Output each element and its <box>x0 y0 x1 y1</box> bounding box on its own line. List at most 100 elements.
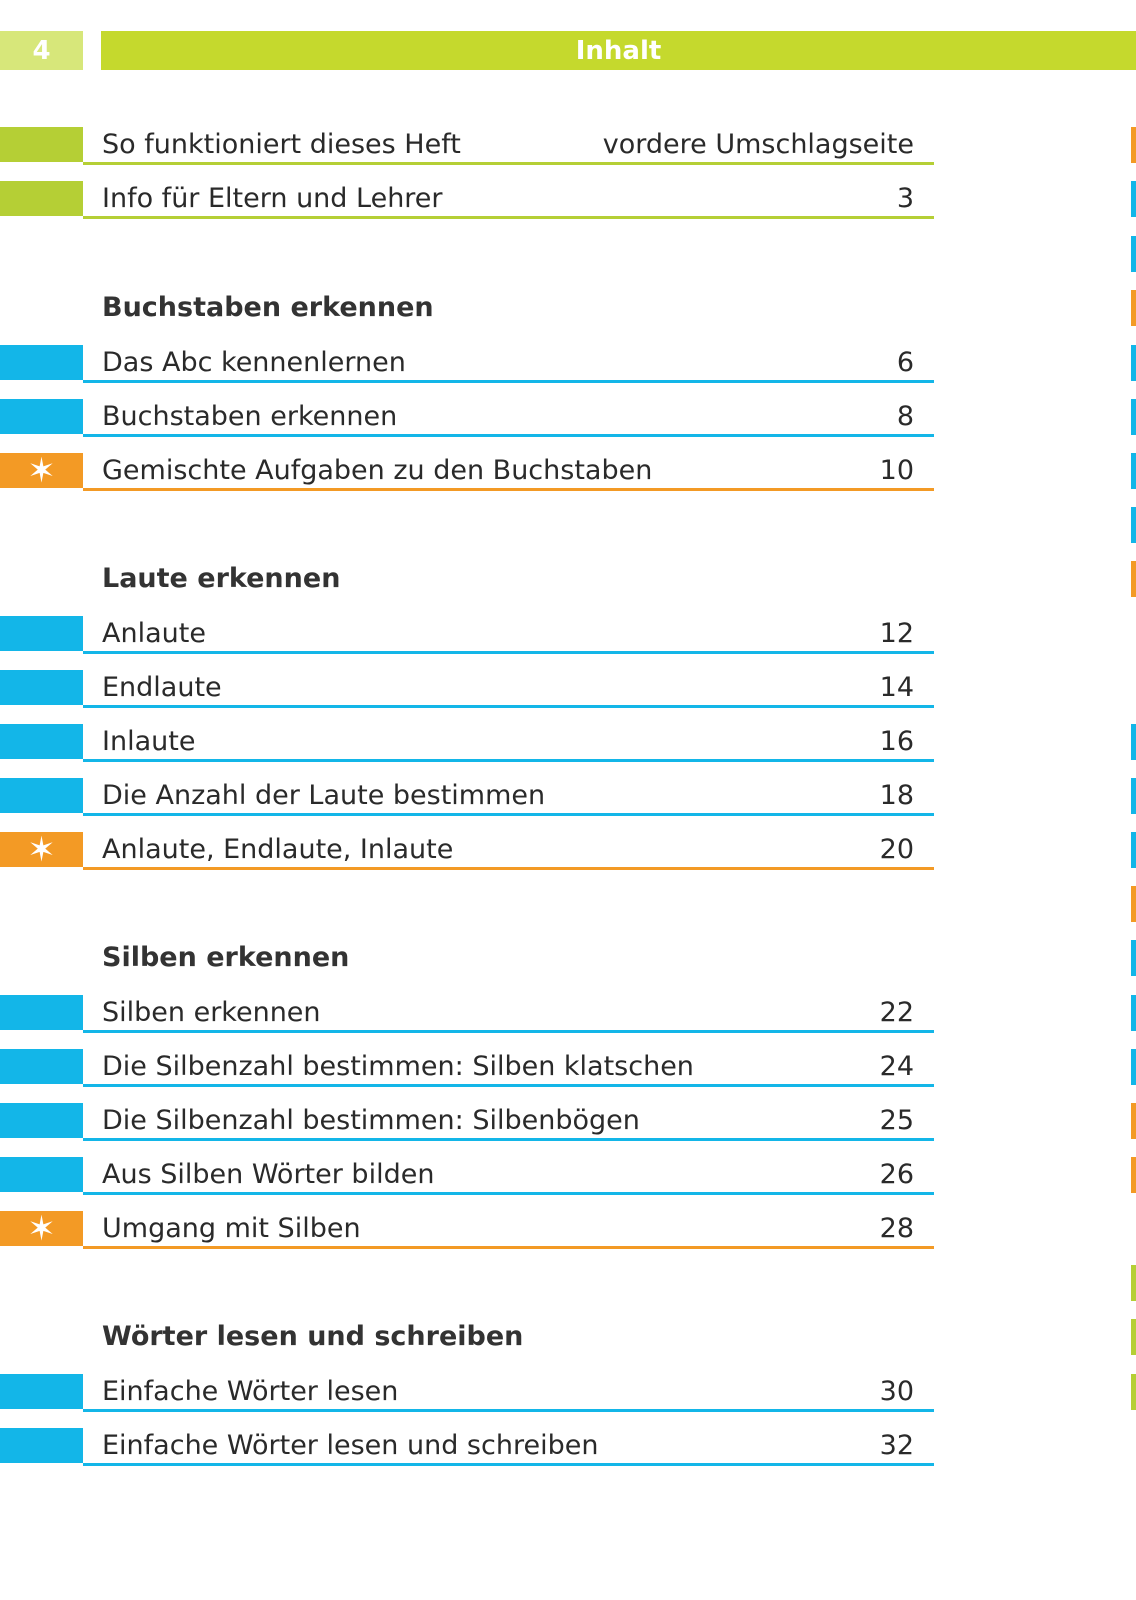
toc-entry[interactable]: Silben erkennen 22 <box>0 995 940 1035</box>
entry-title: Das Abc kennenlernen <box>102 347 406 378</box>
edge-marker <box>1131 236 1136 272</box>
entry-tab <box>0 724 83 759</box>
toc-entry[interactable]: Die Silbenzahl bestimmen: Silben klatsch… <box>0 1049 940 1089</box>
edge-marker <box>1131 345 1136 381</box>
edge-marker <box>1131 1319 1136 1355</box>
entry-page: 28 <box>879 1213 914 1244</box>
entry-title: Anlaute, Endlaute, Inlaute <box>102 834 454 865</box>
entry-title: Einfache Wörter lesen und schreiben <box>102 1430 599 1461</box>
edge-marker <box>1131 1049 1136 1085</box>
entry-page: vordere Umschlagseite <box>602 129 914 160</box>
entry-underline <box>83 1246 934 1249</box>
entry-title: Einfache Wörter lesen <box>102 1376 399 1407</box>
entry-title: Die Silbenzahl bestimmen: Silben klatsch… <box>102 1051 694 1082</box>
section-heading: Laute erkennen <box>102 563 341 594</box>
entry-title: Silben erkennen <box>102 997 321 1028</box>
entry-underline <box>83 1030 934 1033</box>
section-heading: Silben erkennen <box>102 942 350 973</box>
entry-page: 22 <box>879 997 914 1028</box>
edge-marker <box>1131 181 1136 217</box>
entry-title: Endlaute <box>102 672 222 703</box>
entry-page: 3 <box>896 183 914 214</box>
toc-entry-info[interactable]: Info für Eltern und Lehrer 3 <box>0 181 940 221</box>
edge-marker <box>1131 724 1136 760</box>
entry-underline <box>83 488 934 491</box>
entry-title: So funktioniert dieses Heft <box>102 129 461 160</box>
entry-tab <box>0 1374 83 1409</box>
entry-page: 8 <box>896 401 914 432</box>
section-heading: Wörter lesen und schreiben <box>102 1321 524 1352</box>
entry-title: Die Anzahl der Laute bestimmen <box>102 780 546 811</box>
entry-tab <box>0 181 83 216</box>
entry-page: 20 <box>879 834 914 865</box>
edge-marker <box>1131 832 1136 868</box>
entry-tab <box>0 1157 83 1192</box>
entry-underline <box>83 434 934 437</box>
entry-page: 16 <box>879 726 914 757</box>
entry-tab <box>0 995 83 1030</box>
star-icon: ✶ <box>0 1211 83 1246</box>
entry-underline <box>83 705 934 708</box>
entry-underline <box>83 813 934 816</box>
entry-underline <box>83 1084 934 1087</box>
entry-page: 32 <box>879 1430 914 1461</box>
toc-entry[interactable]: ✶ Gemischte Aufgaben zu den Buchstaben 1… <box>0 453 940 493</box>
entry-underline <box>83 380 934 383</box>
entry-title: Buchstaben erkennen <box>102 401 398 432</box>
entry-underline <box>83 162 934 165</box>
entry-title: Die Silbenzahl bestimmen: Silbenbögen <box>102 1105 640 1136</box>
entry-tab <box>0 399 83 434</box>
toc-entry[interactable]: Die Silbenzahl bestimmen: Silbenbögen 25 <box>0 1103 940 1143</box>
entry-tab <box>0 1428 83 1463</box>
edge-marker <box>1131 507 1136 543</box>
toc-entry[interactable]: Einfache Wörter lesen und schreiben 32 <box>0 1428 940 1468</box>
entry-underline <box>83 1463 934 1466</box>
entry-page: 14 <box>879 672 914 703</box>
entry-underline <box>83 1409 934 1412</box>
edge-marker <box>1131 886 1136 922</box>
entry-page: 24 <box>879 1051 914 1082</box>
entry-page: 10 <box>879 455 914 486</box>
edge-marker <box>1131 1265 1136 1301</box>
entry-tab <box>0 345 83 380</box>
entry-underline <box>83 1192 934 1195</box>
entry-page: 6 <box>896 347 914 378</box>
toc-entry[interactable]: Anlaute 12 <box>0 616 940 656</box>
entry-page: 25 <box>879 1105 914 1136</box>
entry-underline <box>83 1138 934 1141</box>
toc-entry[interactable]: ✶ Umgang mit Silben 28 <box>0 1211 940 1251</box>
toc-entry[interactable]: Aus Silben Wörter bilden 26 <box>0 1157 940 1197</box>
edge-marker <box>1131 1374 1136 1410</box>
entry-title: Inlaute <box>102 726 196 757</box>
page-number: 4 <box>0 31 83 70</box>
entry-title: Umgang mit Silben <box>102 1213 361 1244</box>
edge-marker <box>1131 561 1136 597</box>
star-icon: ✶ <box>0 453 83 488</box>
entry-tab <box>0 616 83 651</box>
toc-entry-heft[interactable]: So funktioniert dieses Heft vordere Umsc… <box>0 127 940 167</box>
edge-marker <box>1131 995 1136 1031</box>
edge-marker <box>1131 127 1136 163</box>
entry-title: Info für Eltern und Lehrer <box>102 183 443 214</box>
toc-entry[interactable]: Buchstaben erkennen 8 <box>0 399 940 439</box>
page-title: Inhalt <box>101 31 1136 70</box>
entry-underline <box>83 867 934 870</box>
toc-entry[interactable]: Einfache Wörter lesen 30 <box>0 1374 940 1414</box>
section-heading: Buchstaben erkennen <box>102 292 434 323</box>
edge-marker <box>1131 940 1136 976</box>
entry-title: Anlaute <box>102 618 206 649</box>
toc-entry[interactable]: Das Abc kennenlernen 6 <box>0 345 940 385</box>
entry-underline <box>83 759 934 762</box>
toc-entry[interactable]: Inlaute 16 <box>0 724 940 764</box>
entry-tab <box>0 1049 83 1084</box>
toc-entry[interactable]: Die Anzahl der Laute bestimmen 18 <box>0 778 940 818</box>
star-icon: ✶ <box>0 832 83 867</box>
entry-tab <box>0 1103 83 1138</box>
edge-marker <box>1131 1157 1136 1193</box>
entry-page: 26 <box>879 1159 914 1190</box>
toc-entry[interactable]: Endlaute 14 <box>0 670 940 710</box>
toc-entry[interactable]: ✶ Anlaute, Endlaute, Inlaute 20 <box>0 832 940 872</box>
edge-marker <box>1131 453 1136 489</box>
entry-title: Aus Silben Wörter bilden <box>102 1159 435 1190</box>
